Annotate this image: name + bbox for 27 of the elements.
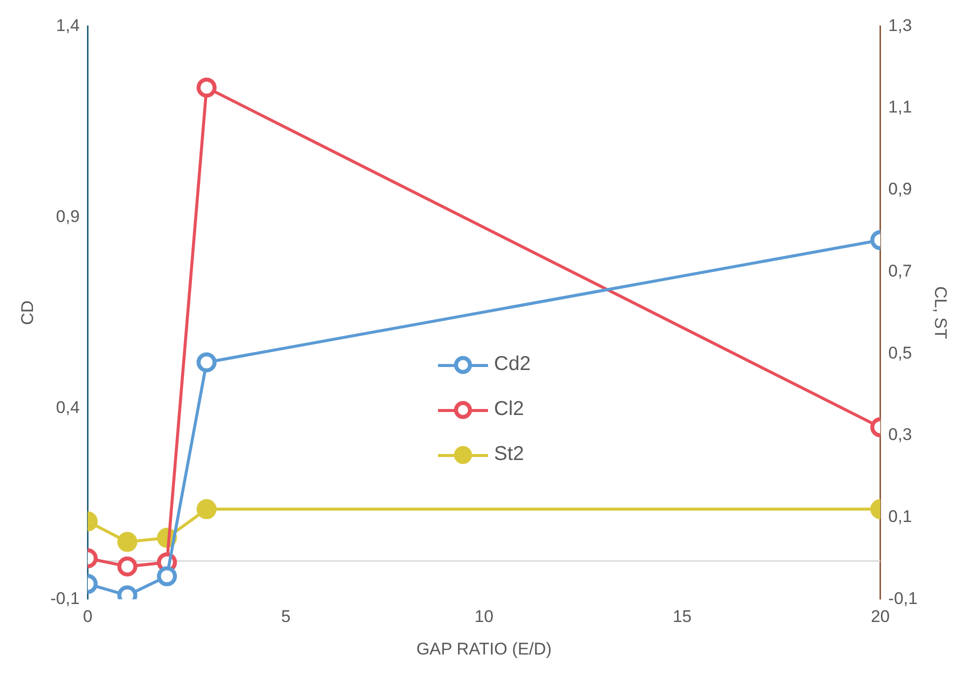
x-tick-label: 5	[281, 607, 291, 626]
x-tick-label: 20	[870, 607, 890, 626]
y2-tick-label: 1,1	[888, 98, 912, 117]
point	[117, 556, 138, 576]
y2-tick-label: 0,3	[888, 425, 912, 444]
point	[117, 532, 138, 552]
y-tick-label: 1,4	[56, 16, 80, 35]
y2-tick-label: -0,1	[888, 588, 918, 608]
y2-axis-title: CL, ST	[931, 286, 950, 340]
legend-label: Cd2	[494, 353, 531, 376]
legend-label: St2	[494, 443, 524, 466]
x-axis-title: GAP RATIO (E/D)	[416, 639, 552, 658]
y2-tick-label: 0,5	[888, 343, 912, 362]
y-tick-label: 0,4	[56, 398, 80, 417]
y2-tick-label: 0,7	[888, 261, 912, 280]
y-tick-label: 0,9	[56, 206, 80, 226]
y2-tick-label: 0,9	[888, 180, 912, 199]
x-tick-label: 0	[82, 607, 92, 626]
legend-label: Cl2	[494, 398, 524, 421]
y-tick-label: -0,1	[50, 588, 80, 608]
y2-tick-label: 1,3	[888, 16, 912, 35]
point	[196, 499, 217, 520]
y2-tick-label: 0,1	[888, 507, 912, 526]
y-axis-title: CD	[18, 300, 37, 325]
x-tick-label: 15	[672, 607, 692, 626]
point	[196, 78, 217, 98]
x-tick-label: 10	[474, 607, 494, 626]
